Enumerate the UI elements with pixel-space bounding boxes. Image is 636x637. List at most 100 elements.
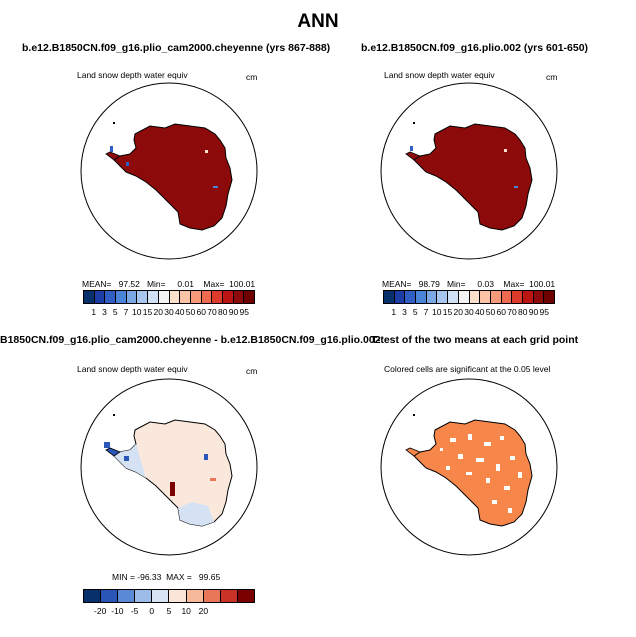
colorbar-tick-label: 1 [391,307,397,317]
colorbar-tick-label: 5 [112,307,118,317]
colorbar-tick-label: 80 [518,307,528,317]
colorbar-swatch [384,291,395,303]
colorbar-tick-label: 3 [102,307,107,317]
colorbar-swatch [126,291,138,303]
colorbar-swatch [469,291,481,303]
colorbar-swatch [480,291,491,303]
colorbar-tick-label: 90 [528,307,539,317]
colorbar-swatch [152,590,170,602]
colorbar-tick-label: 5 [166,606,172,616]
panel-3-map [80,378,258,556]
panel-3-colorbar: -20 -10 -5 0 5 10 20 [83,589,255,616]
colorbar-tick-label: 10 [432,307,442,317]
colorbar-tick-label: 7 [423,307,429,317]
colorbar-swatch [220,590,238,602]
colorbar-swatch [533,291,545,303]
colorbar-tick-label: 1 [91,307,97,317]
colorbar-swatch [512,291,523,303]
panel-1-variable: Land snow depth water equiv [77,70,188,80]
colorbar-tick-label: 70 [207,307,217,317]
colorbar-swatch [190,291,202,303]
panel-1-map [80,82,258,260]
colorbar-tick-label: -20 [94,606,107,616]
colorbar-tick-label: 10 [132,307,142,317]
panel-2-map [380,82,558,260]
colorbar-tick-label: 15 [142,307,153,317]
panel-3-title: B1850CN.f09_g16.plio_cam2000.cheyenne - … [0,334,381,346]
panel-1-units: cm [246,72,258,82]
colorbar-swatch [426,291,438,303]
antarctica-shape [413,419,533,527]
colorbar-tick-label: 15 [442,307,453,317]
colorbar-swatch [101,590,119,602]
colorbar-swatch [394,291,406,303]
colorbar-tick-label: 0 [149,606,155,616]
colorbar-swatch [180,291,191,303]
colorbar-swatch [405,291,417,303]
colorbar-swatch [169,291,181,303]
panel-1-title: b.e12.B1850CN.f09_g16.plio_cam2000.cheye… [22,42,331,54]
panel-3-colorbar-labels: -20 -10 -5 0 5 10 20 [83,603,255,616]
colorbar-swatch [203,590,221,602]
panel-2-colorbar-swatches [383,290,555,304]
colorbar-tick-label: 95 [539,307,549,317]
colorbar-swatch [84,291,95,303]
panel-1-colorbar: 1 3 5 7 10 15 20 30 40 50 60 70 80 90 95 [83,290,255,317]
panel-3-units: cm [246,366,258,376]
colorbar-tick-label: 10 [181,606,191,616]
colorbar-swatch [118,590,136,602]
colorbar-swatch [448,291,459,303]
colorbar-tick-label: 40 [175,307,185,317]
colorbar-swatch [233,291,245,303]
colorbar-tick-label: 20 [153,307,163,317]
colorbar-swatch [137,291,149,303]
colorbar-swatch [116,291,127,303]
panel-2-variable: Land snow depth water equiv [384,70,495,80]
panel-4-title: T-test of the two means at each grid poi… [371,334,579,346]
colorbar-swatch [490,291,502,303]
panel-2-colorbar-labels: 1 3 5 7 10 15 20 30 40 50 60 70 80 90 95 [383,304,555,317]
colorbar-tick-label: 3 [402,307,407,317]
colorbar-tick-label: 80 [218,307,228,317]
page-title: ANN [297,11,339,32]
colorbar-tick-label: 60 [196,307,206,317]
panel-2-stats: MEAN= 98.79 Min= 0.03 Max= 100.01 [382,279,556,289]
colorbar-swatch [458,291,470,303]
colorbar-tick-label: -5 [130,606,139,616]
colorbar-tick-label: 20 [198,606,209,616]
colorbar-swatch [544,291,554,303]
panel-1-colorbar-swatches [83,290,255,304]
colorbar-tick-label: 90 [228,307,239,317]
colorbar-tick-label: 5 [412,307,418,317]
colorbar-swatch [437,291,449,303]
colorbar-swatch [501,291,513,303]
colorbar-swatch [522,291,534,303]
colorbar-swatch [148,291,159,303]
colorbar-tick-label: 95 [239,307,249,317]
colorbar-tick-label: 20 [453,307,463,317]
panel-1-stats: MEAN= 97.52 Min= 0.01 Max= 100.01 [82,279,256,289]
colorbar-tick-label: 30 [464,307,474,317]
colorbar-swatch [222,291,234,303]
colorbar-swatch [135,590,153,602]
panel-4-variable: Colored cells are significant at the 0.0… [384,364,551,374]
panel-3-variable: Land snow depth water equiv [77,364,188,374]
colorbar-tick-label: 40 [475,307,485,317]
colorbar-swatch [158,291,170,303]
panel-1-colorbar-labels: 1 3 5 7 10 15 20 30 40 50 60 70 80 90 95 [83,304,255,317]
colorbar-tick-label: 50 [485,307,496,317]
colorbar-swatch [105,291,117,303]
colorbar-tick-label: 70 [507,307,517,317]
colorbar-swatch [244,291,254,303]
colorbar-tick-label: -10 [111,606,124,616]
antarctica-shape [113,123,233,231]
colorbar-swatch [237,590,254,602]
colorbar-swatch [186,590,204,602]
colorbar-swatch [84,590,102,602]
colorbar-swatch [169,590,187,602]
panel-2-colorbar: 1 3 5 7 10 15 20 30 40 50 60 70 80 90 95 [383,290,555,317]
panel-3-colorbar-swatches [83,589,255,603]
colorbar-tick-label: 30 [164,307,174,317]
colorbar-tick-label: 60 [496,307,506,317]
panel-2-title: b.e12.B1850CN.f09_g16.plio.002 (yrs 601-… [361,42,589,54]
